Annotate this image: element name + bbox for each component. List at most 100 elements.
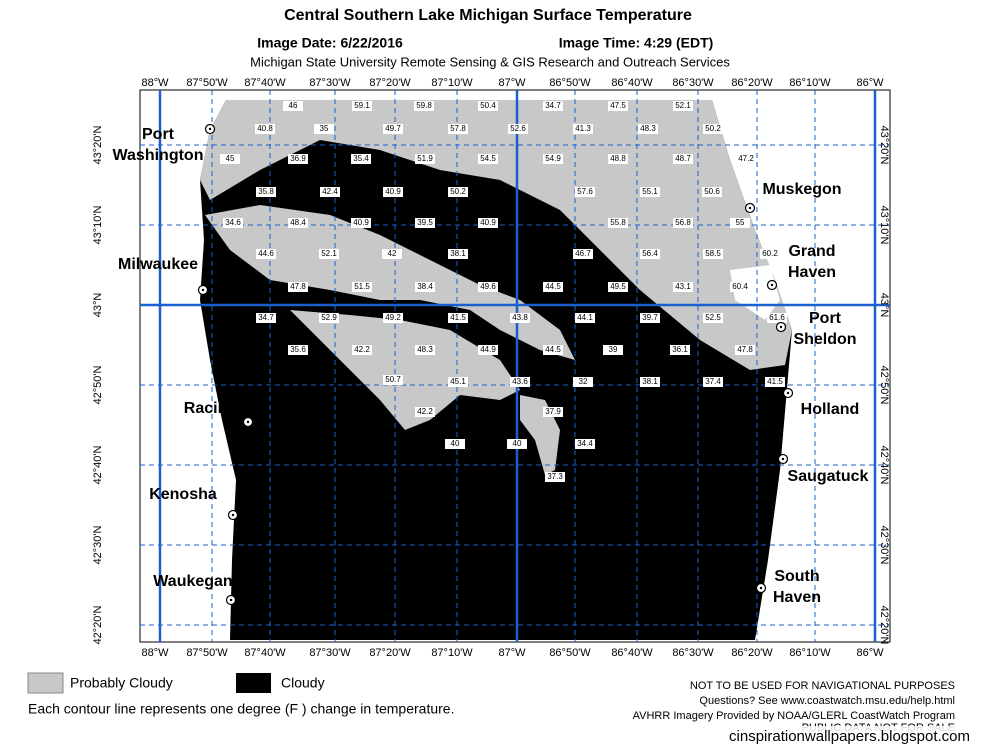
temperature-label: 42.2	[417, 407, 433, 416]
city-label: Sheldon	[793, 331, 856, 348]
image-time: Image Time: 4:29 (EDT)	[559, 35, 714, 51]
latitude-label: 43°10'N	[878, 206, 890, 245]
temperature-label: 43.6	[512, 377, 528, 386]
temperature-label: 37.3	[547, 472, 563, 481]
temperature-label: 40.9	[385, 187, 401, 196]
watermark: cinspirationwallpapers.blogspot.com	[729, 728, 970, 745]
temperature-label: 39.7	[642, 313, 658, 322]
temperature-label: 44.5	[545, 345, 561, 354]
temperature-label-box	[543, 101, 563, 111]
longitude-label: 86°40'W	[611, 647, 653, 659]
image-date: Image Date: 6/22/2016	[257, 35, 403, 51]
temperature-label: 48.3	[417, 345, 433, 354]
temperature-label: 59.1	[354, 101, 370, 110]
temperature-label-box	[608, 282, 628, 292]
temperature-label-box	[760, 249, 780, 259]
temperature-label: 51.9	[417, 154, 433, 163]
latitude-label: 43°20'N	[878, 126, 890, 165]
temperature-label-box	[478, 282, 498, 292]
temperature-label: 34.7	[258, 313, 274, 322]
temperature-label: 54.5	[480, 154, 496, 163]
city-label: Muskegon	[762, 181, 841, 198]
temperature-label-box	[288, 282, 308, 292]
city-label: Port	[809, 310, 842, 327]
temperature-label-box	[673, 101, 693, 111]
legend-label: Cloudy	[281, 675, 325, 691]
temperature-label-box	[415, 218, 435, 228]
temperature-label: 42.2	[354, 345, 370, 354]
latitude-label: 42°20'N	[92, 605, 104, 644]
temperature-label-box	[673, 282, 693, 292]
note: NOT TO BE USED FOR NAVIGATIONAL PURPOSES	[690, 680, 955, 692]
longitude-label: 87°20'W	[369, 77, 411, 89]
latitude-label: 43°N	[92, 293, 104, 318]
temperature-label-box	[510, 377, 530, 387]
temperature-label-box	[573, 249, 593, 259]
temperature-label-box	[448, 313, 468, 323]
longitude-label: 87°10'W	[431, 647, 473, 659]
temperature-label-box	[543, 282, 563, 292]
temperature-label: 44.6	[258, 249, 274, 258]
temperature-label-box	[575, 187, 595, 197]
temperature-label-box	[608, 154, 628, 164]
city-label: Haven	[788, 264, 836, 281]
temperature-label-box	[223, 218, 243, 228]
temperature-label-box	[703, 249, 723, 259]
temperature-label: 35.8	[258, 187, 274, 196]
temperature-label: 41.5	[450, 313, 466, 322]
temperature-label-box	[640, 249, 660, 259]
temperature-label-box	[352, 282, 372, 292]
temperature-label-box	[382, 249, 402, 259]
temperature-label: 44.1	[577, 313, 593, 322]
legend-swatch-cloudy	[236, 673, 271, 693]
temperature-label-box	[730, 218, 750, 228]
city-label: Kenosha	[149, 486, 217, 503]
temperature-label-box	[415, 154, 435, 164]
temperature-label: 44.5	[545, 282, 561, 291]
longitude-label: 87°50'W	[186, 77, 228, 89]
longitude-label: 86°20'W	[731, 77, 773, 89]
temperature-label: 40.9	[480, 218, 496, 227]
temperature-label-box	[220, 154, 240, 164]
temperature-label-box	[508, 124, 528, 134]
temperature-label-box	[573, 377, 593, 387]
temperature-label-box	[448, 377, 468, 387]
temperature-label-box	[415, 282, 435, 292]
temperature-label: 36.1	[672, 345, 688, 354]
temperature-label: 42.4	[322, 187, 338, 196]
temperature-label: 41.5	[767, 377, 783, 386]
longitude-label: 86°30'W	[672, 77, 714, 89]
temperature-label: 55	[736, 218, 745, 227]
temperature-label: 52.5	[705, 313, 721, 322]
temperature-labels: 46 59.1 59.8 50.4 34.7 47.5 52.1 40.8 35 49.7 57.8…	[220, 101, 787, 482]
temperature-label-box	[351, 218, 371, 228]
legend-swatch-probably-cloudy	[27, 672, 64, 694]
temperature-label: 57.6	[577, 187, 593, 196]
temperature-label-box	[575, 313, 595, 323]
temperature-label-box	[545, 472, 565, 482]
temperature-label: 46.7	[575, 249, 591, 258]
temperature-label-box	[319, 249, 339, 259]
temperature-label-box	[448, 187, 468, 197]
city-marker-dot	[759, 586, 763, 590]
longitude-label: 86°20'W	[731, 647, 773, 659]
contour-note: Each contour line represents one degree …	[28, 701, 454, 717]
longitude-label: 86°10'W	[789, 77, 831, 89]
temperature-label-box	[256, 187, 276, 197]
temperature-label: 43.1	[675, 282, 691, 291]
city-marker-dot	[770, 283, 774, 287]
latitude-label: 43°N	[878, 293, 890, 318]
temperature-label-box	[703, 313, 723, 323]
temperature-label-box	[288, 154, 308, 164]
longitude-label: 86°50'W	[549, 647, 591, 659]
temperature-label-box	[703, 377, 723, 387]
temperature-label-box	[608, 218, 628, 228]
temperature-label: 48.4	[290, 218, 306, 227]
temperature-label: 38.1	[450, 249, 466, 258]
city-label: Port	[142, 126, 175, 143]
temperature-label: 47.8	[290, 282, 306, 291]
temperature-label: 45	[226, 154, 235, 163]
temperature-label: 50.2	[705, 124, 721, 133]
temperature-label: 40	[513, 439, 522, 448]
